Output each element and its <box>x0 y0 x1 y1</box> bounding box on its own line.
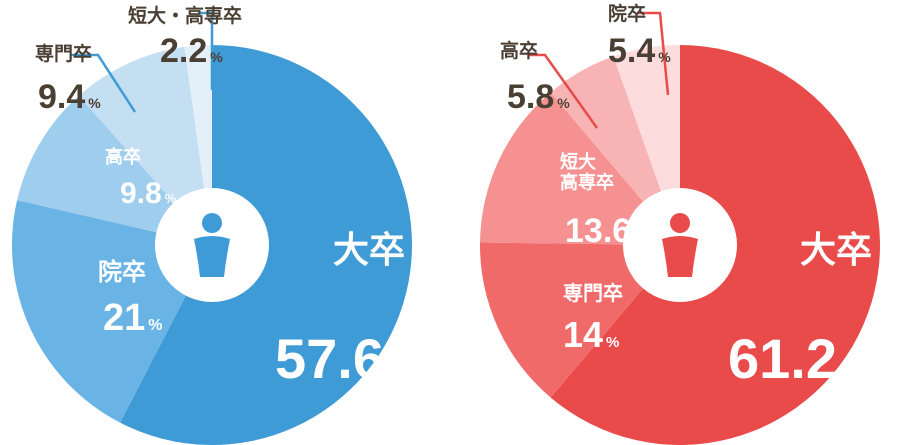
slice <box>78 46 212 245</box>
value-label: 14% <box>563 314 619 355</box>
category-label: 短大・高専卒 <box>128 4 242 27</box>
value-unit: % <box>387 357 408 384</box>
value-number: 5.8 <box>507 78 554 116</box>
value-label: 21% <box>103 297 163 339</box>
category-label: 専門卒 <box>563 281 623 305</box>
category-label: 院卒 <box>98 258 146 286</box>
value-unit: % <box>634 229 647 245</box>
value-number: 61.2 <box>728 327 837 390</box>
category-label: 大卒 <box>333 229 405 270</box>
slice <box>550 56 680 246</box>
value-number: 2.2 <box>160 32 207 70</box>
slice <box>17 95 213 245</box>
value-label: 61.2% <box>728 327 861 390</box>
person-head <box>670 213 690 233</box>
value-label: 9.4% <box>38 78 101 116</box>
value-label: 9.8% <box>120 177 177 210</box>
category-label: 院卒 <box>608 2 646 25</box>
value-unit: % <box>210 49 223 65</box>
person-head <box>202 213 222 233</box>
value-unit: % <box>88 95 101 111</box>
leader-line <box>637 11 670 96</box>
slice <box>480 242 680 398</box>
value-number: 5.4 <box>608 32 655 70</box>
value-number: 9.4 <box>38 78 85 116</box>
category-label: 専門卒 <box>35 42 92 65</box>
value-unit: % <box>658 49 671 65</box>
person-body <box>194 236 230 277</box>
value-number: 57.6 <box>275 327 384 390</box>
value-unit: % <box>148 317 162 334</box>
slice <box>480 92 680 245</box>
value-number: 21 <box>103 297 145 339</box>
value-label: 5.4% <box>608 32 671 70</box>
donut-chart: 大卒 61.2 % 専門卒 14 % 短大高専卒 13.6 % 高卒 5.8 % 院卒 5.4% <box>480 2 880 445</box>
value-label: 13.6% <box>565 212 647 250</box>
value-unit: % <box>606 334 619 351</box>
value-number: 9.8 <box>120 177 162 210</box>
value-unit: % <box>165 191 177 206</box>
value-label: 5.8% <box>507 78 570 116</box>
leader-line <box>70 53 137 113</box>
value-label: 57.6% <box>275 327 408 390</box>
category-label: 大卒 <box>800 229 872 270</box>
value-number: 13.6 <box>565 212 631 250</box>
leader-line <box>528 53 599 129</box>
person-body <box>662 236 698 277</box>
value-unit: % <box>557 95 570 111</box>
category-label: 高卒 <box>105 146 141 167</box>
value-number: 14 <box>563 314 603 355</box>
value-label: 2.2% <box>160 32 223 70</box>
leader-line <box>200 11 214 90</box>
donut-chart: 大卒 57.6 % 院卒 21 % 高卒 9.8 % 専門卒 9.4 % 短大・高専卒 2.2% <box>11 4 412 445</box>
category-label: 高卒 <box>500 39 538 62</box>
value-unit: % <box>840 357 861 384</box>
category-label: 短大高専卒 <box>560 151 614 193</box>
